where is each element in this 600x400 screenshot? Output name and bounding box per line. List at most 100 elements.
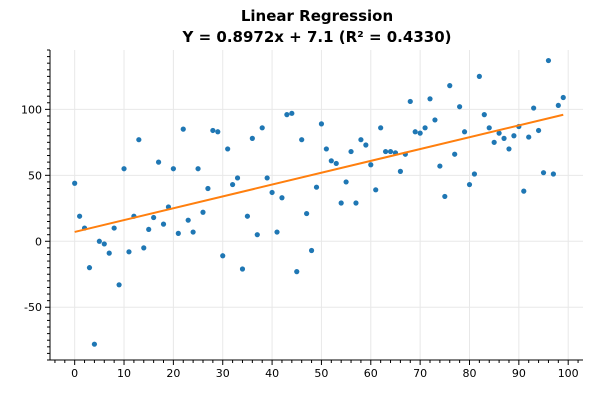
data-point (195, 166, 201, 172)
data-point (111, 225, 117, 231)
regression-line (74, 113, 564, 233)
regression-line-group (74, 113, 564, 233)
data-point (442, 193, 448, 200)
data-point (481, 112, 487, 118)
x-tick-label: 20 (166, 367, 180, 380)
data-point (343, 179, 349, 185)
x-tick-label: 100 (558, 367, 579, 380)
x-tick-label: 70 (413, 367, 427, 380)
y-tick-label: 50 (28, 169, 42, 182)
data-point (220, 253, 226, 259)
data-point (452, 151, 458, 157)
data-point (284, 112, 290, 118)
data-point (86, 265, 93, 271)
data-point (521, 188, 527, 194)
data-point (540, 170, 547, 176)
data-point (432, 117, 438, 123)
x-tick-label: 0 (71, 367, 78, 380)
data-point (289, 110, 295, 116)
data-point (274, 229, 280, 235)
data-point (535, 127, 542, 134)
data-point (96, 238, 102, 244)
data-point (77, 213, 83, 219)
data-point (397, 168, 403, 174)
x-tick-label: 10 (117, 367, 131, 380)
data-point (215, 129, 221, 135)
axes: 0 10 20 30 40 50 60 70 80 90 100 -50 0 50 100 (21, 49, 583, 380)
data-point (328, 158, 334, 164)
data-point (308, 247, 315, 254)
data-point (239, 266, 246, 272)
data-point (550, 171, 556, 177)
data-point (126, 249, 132, 255)
x-tick-label: 90 (512, 367, 526, 380)
data-point (210, 127, 216, 134)
data-point (387, 148, 394, 155)
chart-title: Linear Regression (241, 7, 393, 25)
data-point (378, 125, 384, 131)
data-point (264, 175, 270, 181)
data-point (373, 187, 379, 193)
data-point (254, 232, 260, 238)
data-point (457, 104, 463, 110)
data-point (496, 130, 502, 136)
data-point (560, 94, 566, 101)
data-point (466, 181, 473, 188)
x-tick-label: 80 (462, 367, 476, 380)
data-point (545, 57, 552, 64)
data-point (407, 98, 413, 105)
data-point (170, 166, 176, 172)
data-point (491, 139, 497, 145)
data-point (180, 126, 186, 132)
data-point (313, 184, 320, 190)
data-point (363, 142, 369, 148)
data-point (116, 282, 122, 288)
data-point (353, 200, 359, 206)
data-point (225, 146, 231, 152)
data-point (318, 121, 325, 127)
data-point (249, 135, 255, 141)
data-point (501, 135, 507, 141)
data-point (555, 102, 561, 109)
data-point (476, 73, 482, 79)
data-point (511, 133, 517, 139)
data-point (259, 125, 265, 131)
data-point (205, 185, 211, 192)
data-point (323, 146, 329, 152)
chart-subtitle: Y = 0.8972x + 7.1 (R² = 0.4330) (182, 28, 452, 46)
data-point (190, 229, 196, 235)
data-point (526, 134, 532, 140)
data-point (471, 171, 478, 177)
data-point (279, 195, 285, 201)
data-point (160, 221, 167, 227)
data-point (427, 96, 433, 102)
x-tick-label: 50 (314, 367, 328, 380)
data-point (333, 160, 339, 167)
data-point (101, 241, 107, 247)
data-point (141, 245, 147, 251)
x-tick-label: 40 (265, 367, 279, 380)
data-point (531, 105, 537, 111)
data-point (244, 213, 251, 219)
data-point (294, 269, 300, 275)
data-point (175, 230, 181, 236)
data-point (358, 137, 364, 143)
data-point (368, 162, 374, 168)
x-tick-label: 60 (364, 367, 378, 380)
data-point (417, 130, 423, 136)
data-point (200, 209, 206, 215)
data-point (146, 226, 152, 233)
data-point (155, 159, 162, 165)
data-point (151, 214, 157, 221)
y-tick-label: 0 (35, 235, 42, 248)
y-tick-label: -50 (24, 301, 42, 314)
data-point (72, 180, 78, 186)
y-tick-label: 100 (21, 103, 42, 116)
data-point (106, 250, 112, 256)
data-point (348, 148, 354, 155)
data-point (382, 148, 389, 155)
data-point (230, 181, 236, 188)
data-point (422, 125, 428, 131)
